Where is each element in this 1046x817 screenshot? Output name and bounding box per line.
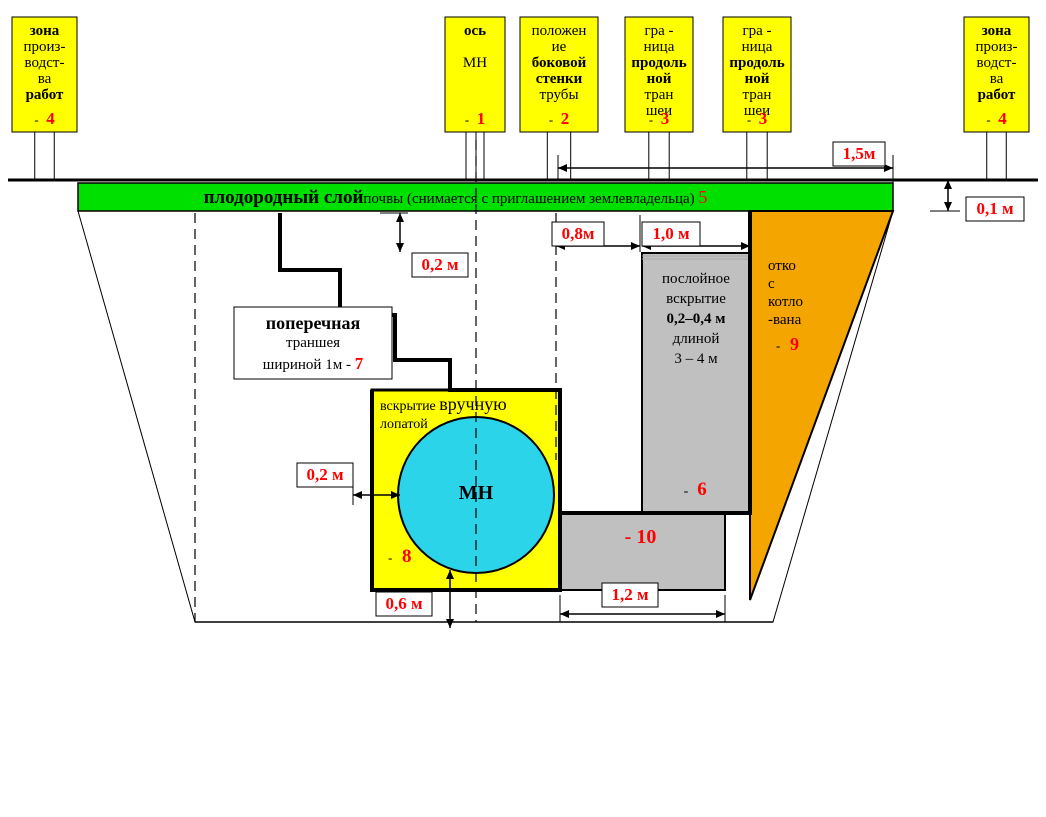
svg-text:-: - bbox=[986, 112, 990, 127]
svg-text:отко: отко bbox=[768, 258, 796, 274]
svg-text:работ: работ bbox=[26, 87, 64, 103]
svg-text:водст-: водст- bbox=[977, 55, 1017, 71]
svg-text:поперечная: поперечная bbox=[266, 313, 361, 333]
svg-text:тран: тран bbox=[743, 87, 772, 103]
svg-text:ва: ва bbox=[990, 71, 1004, 87]
svg-text:2: 2 bbox=[561, 109, 570, 128]
svg-text:продоль: продоль bbox=[729, 55, 784, 71]
svg-text:гра -: гра - bbox=[644, 23, 673, 39]
svg-text:3: 3 bbox=[661, 109, 670, 128]
svg-text:-: - bbox=[684, 484, 689, 499]
svg-text:работ: работ bbox=[978, 87, 1016, 103]
diagram-root: зонапроиз-водст-варабот- 4осьМН- 1положе… bbox=[0, 0, 1046, 817]
svg-text:8: 8 bbox=[402, 546, 412, 567]
svg-text:ной: ной bbox=[745, 71, 770, 87]
svg-text:МН: МН bbox=[463, 55, 487, 71]
svg-text:9: 9 bbox=[790, 334, 799, 354]
svg-text:произ-: произ- bbox=[976, 39, 1018, 55]
svg-text:-: - bbox=[34, 112, 38, 127]
svg-text:вскрытие: вскрытие bbox=[666, 291, 726, 307]
svg-text:ница: ница bbox=[742, 39, 773, 55]
svg-text:0,8м: 0,8м bbox=[562, 224, 595, 243]
svg-text:-вана: -вана bbox=[768, 312, 802, 328]
svg-text:тран: тран bbox=[645, 87, 674, 103]
svg-text:произ-: произ- bbox=[24, 39, 66, 55]
svg-text:котло: котло bbox=[768, 294, 803, 310]
svg-text:боковой: боковой bbox=[532, 55, 587, 71]
svg-text:с: с bbox=[768, 276, 775, 292]
svg-text:1,0 м: 1,0 м bbox=[652, 224, 690, 243]
svg-text:лопатой: лопатой bbox=[380, 417, 428, 432]
svg-text:0,2 м: 0,2 м bbox=[306, 465, 344, 484]
svg-text:1: 1 bbox=[477, 109, 486, 128]
svg-text:-: - bbox=[649, 112, 653, 127]
svg-text:стенки: стенки bbox=[536, 71, 583, 87]
svg-text:ось: ось bbox=[464, 23, 486, 39]
svg-text:ва: ва bbox=[38, 71, 52, 87]
svg-text:послойное: послойное bbox=[662, 271, 730, 287]
svg-text:1,5м: 1,5м bbox=[843, 144, 876, 163]
svg-text:0,2–0,4 м: 0,2–0,4 м bbox=[667, 311, 726, 327]
svg-text:3 – 4 м: 3 – 4 м bbox=[674, 351, 718, 367]
svg-text:плодородный слойпочвы (снимает: плодородный слойпочвы (снимается с пригл… bbox=[204, 187, 708, 208]
svg-text:0,6 м: 0,6 м bbox=[385, 594, 423, 613]
svg-text:-: - bbox=[465, 112, 469, 127]
svg-text:0,1 м: 0,1 м bbox=[976, 199, 1014, 218]
svg-text:ница: ница bbox=[644, 39, 675, 55]
svg-text:3: 3 bbox=[759, 109, 768, 128]
svg-text:- 10: - 10 bbox=[625, 526, 657, 548]
svg-text:4: 4 bbox=[46, 109, 55, 128]
svg-text:ной: ной bbox=[647, 71, 672, 87]
svg-text:0,2 м: 0,2 м bbox=[421, 255, 459, 274]
svg-text:1,2 м: 1,2 м bbox=[611, 585, 649, 604]
svg-text:продоль: продоль bbox=[631, 55, 686, 71]
svg-text:положен: положен bbox=[532, 23, 587, 39]
svg-text:длиной: длиной bbox=[673, 331, 720, 347]
svg-text:гра -: гра - bbox=[742, 23, 771, 39]
svg-text:6: 6 bbox=[697, 479, 707, 500]
svg-text:зона: зона bbox=[30, 23, 60, 39]
svg-text:-: - bbox=[549, 112, 553, 127]
svg-text:-: - bbox=[776, 338, 780, 353]
svg-text:-: - bbox=[747, 112, 751, 127]
svg-text:4: 4 bbox=[998, 109, 1007, 128]
svg-text:траншея: траншея bbox=[286, 335, 340, 351]
svg-text:водст-: водст- bbox=[25, 55, 65, 71]
svg-text:ие: ие bbox=[552, 39, 567, 55]
svg-text:шириной 1м - 7: шириной 1м - 7 bbox=[263, 354, 364, 373]
svg-text:-: - bbox=[388, 550, 392, 565]
svg-text:зона: зона bbox=[982, 23, 1012, 39]
svg-text:трубы: трубы bbox=[539, 87, 578, 103]
